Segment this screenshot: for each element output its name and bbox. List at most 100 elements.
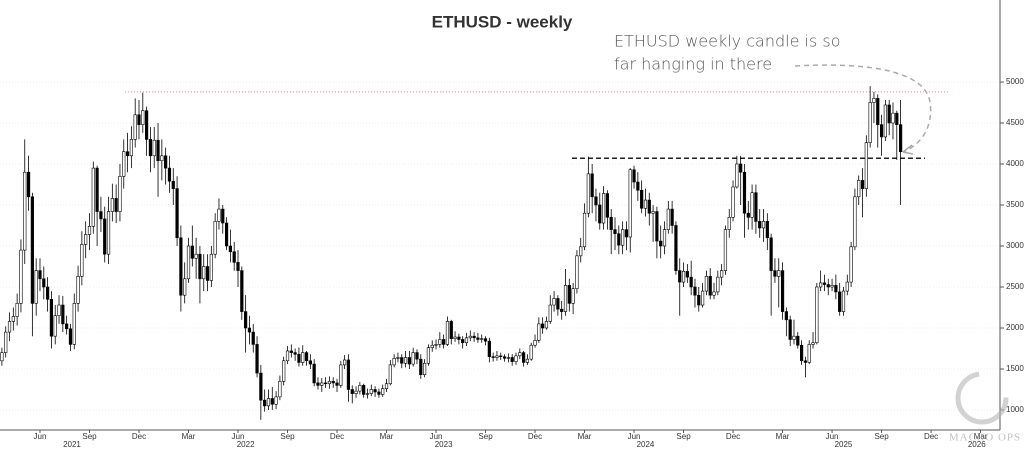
candle-body	[838, 291, 842, 312]
year-label: 2025	[835, 440, 853, 449]
candle-body	[742, 171, 747, 214]
candle-body	[430, 344, 434, 348]
candle-body	[320, 382, 324, 386]
year-label: 2024	[637, 440, 655, 449]
candle-body	[853, 196, 857, 248]
candle-body	[419, 358, 423, 376]
annotation-line: ETHUSD weekly candle is so	[614, 32, 841, 51]
candle-body	[647, 199, 651, 214]
x-tick-label: Jun	[430, 432, 443, 441]
candle-body	[148, 139, 153, 157]
candle-body	[53, 315, 57, 337]
candle-body	[841, 290, 846, 312]
x-tick-label: Jun	[826, 432, 839, 441]
candle-body	[72, 303, 76, 345]
candle-body	[23, 171, 27, 251]
candle-body	[217, 208, 221, 222]
candle-body	[552, 298, 556, 306]
candle-body	[693, 286, 697, 296]
candle-body	[857, 180, 861, 198]
candle-body	[598, 204, 602, 224]
candle-body	[518, 352, 522, 357]
candle-body	[849, 246, 853, 283]
candle-body	[822, 282, 827, 285]
candle-body	[236, 262, 240, 271]
candle-body	[152, 139, 156, 157]
candle-body	[697, 294, 701, 306]
candle-body	[362, 385, 366, 395]
candle-body	[259, 372, 263, 401]
candle-body	[499, 355, 503, 357]
candle-body	[464, 337, 469, 344]
candle-body	[712, 291, 716, 296]
x-tick-label: Jun	[628, 432, 641, 441]
candle-body	[754, 192, 758, 222]
candle-body	[198, 253, 202, 280]
candle-body	[461, 339, 465, 344]
candle-body	[826, 284, 830, 288]
candle-body	[99, 211, 103, 220]
candle-body	[7, 321, 12, 333]
candle-body	[129, 139, 133, 157]
candle-body	[560, 308, 564, 312]
x-tick-label: Sep	[676, 432, 691, 441]
candle-body	[373, 389, 377, 393]
candle-body	[327, 380, 331, 385]
candle-body	[415, 352, 419, 360]
candle-body	[895, 112, 899, 125]
candle-body	[651, 211, 655, 214]
candle-body	[879, 124, 884, 138]
candle-body	[887, 104, 891, 124]
candle-body	[670, 208, 674, 226]
candle-body	[548, 304, 552, 322]
candle-body	[240, 270, 244, 312]
candle-body	[624, 229, 629, 238]
candle-body	[761, 221, 766, 229]
candle-body	[114, 198, 118, 212]
candle-body	[796, 335, 800, 346]
candle-body	[571, 288, 575, 304]
y-tick-label: 3000	[1006, 241, 1024, 250]
candle-body	[285, 350, 290, 362]
candle-body	[750, 192, 754, 218]
candle-body	[209, 253, 213, 281]
candle-body	[247, 327, 252, 333]
candle-body	[160, 155, 164, 162]
candle-body	[274, 396, 278, 405]
x-tick-label: Mar	[776, 432, 790, 441]
candle-body	[628, 169, 632, 238]
candle-body	[525, 358, 530, 363]
candle-body	[411, 352, 415, 365]
candle-body	[255, 344, 259, 374]
x-tick-label: Mar	[974, 432, 988, 441]
candle-body	[445, 321, 450, 345]
candle-body	[632, 169, 636, 183]
candle-body	[221, 208, 225, 224]
candle-body	[426, 347, 431, 364]
candle-body	[110, 198, 114, 212]
candle-body	[731, 186, 735, 218]
candle-body	[186, 245, 191, 280]
candle-body	[773, 270, 777, 277]
candle-body	[579, 246, 583, 257]
candle-body	[346, 359, 351, 390]
candle-body	[689, 276, 693, 288]
candle-body	[640, 189, 644, 209]
x-tick-label: Sep	[874, 432, 889, 441]
candle-body	[354, 390, 358, 394]
candle-body	[845, 281, 849, 292]
candle-body	[384, 383, 389, 389]
x-tick-label: Dec	[726, 432, 740, 441]
y-tick-label: 2500	[1006, 282, 1024, 291]
candle-body	[868, 102, 872, 143]
candle-body	[700, 290, 705, 306]
candle-body	[541, 323, 545, 329]
x-tick-label: Mar	[380, 432, 394, 441]
chart-title: ETHUSD - weekly	[432, 12, 573, 31]
candle-body	[91, 167, 95, 227]
candle-body	[506, 357, 510, 359]
candle-body	[30, 196, 34, 304]
x-tick-label: Sep	[82, 432, 97, 441]
candle-body	[899, 124, 903, 152]
candle-body	[80, 244, 84, 277]
